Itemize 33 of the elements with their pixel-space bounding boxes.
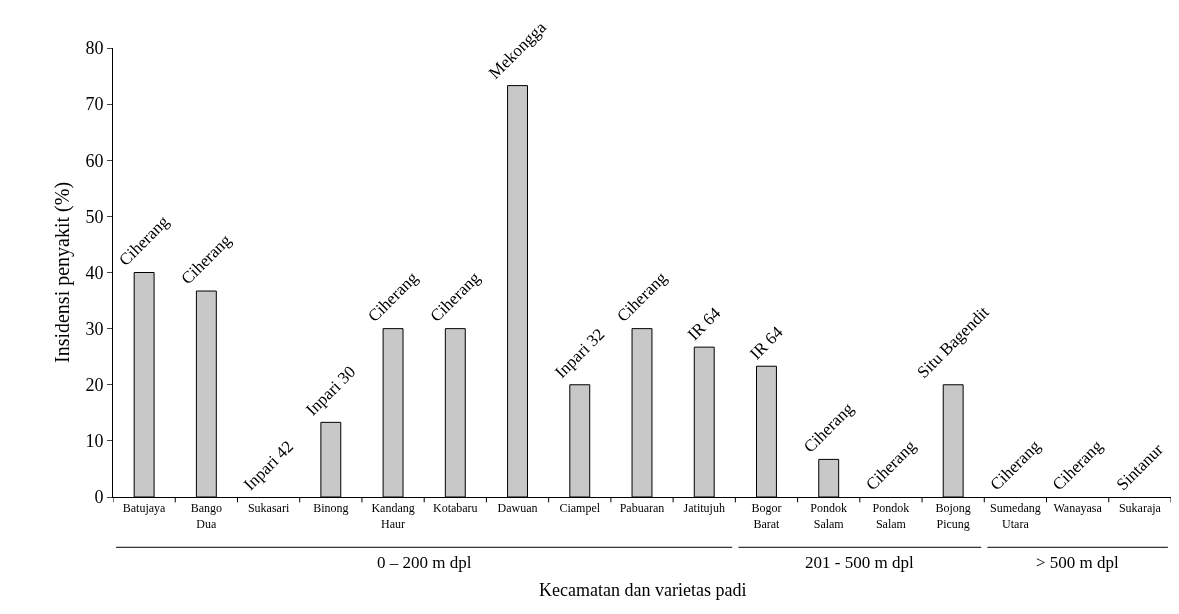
text: 201 - 500 m dpl [805,553,914,572]
x-tick-label: Bojong Picung [935,501,971,531]
x-tick-label: Pabuaran [619,501,665,516]
y-tick-label: 60 [85,150,104,171]
x-tick-label: Binong [313,501,349,516]
data-label: IR 64 [746,322,787,364]
x-tick-label: Bango Dua [190,501,223,531]
x-tick-label: Wanayasa [1053,501,1103,516]
x-tick-label: Bogor Barat [751,501,782,531]
x-tick-label: Sukasari [247,501,290,516]
data-label: IR 64 [683,303,725,345]
y-axis-title: Insidensi penyakit (%) [50,181,74,364]
x-tick-label: Dawuan [497,501,538,516]
x-tick-label: Jatitujuh [683,501,725,516]
x-tick-label: Kandang Haur [371,501,415,531]
y-tick-label: 20 [85,375,104,396]
x-tick-label: Ciampel [559,501,601,516]
y-tick-label: 80 [85,38,104,59]
text: > 500 m dpl [1036,553,1120,572]
y-tick-label: 40 [85,262,104,283]
x-axis-title: Kecamatan dan varietas padi [539,580,747,600]
y-tick-label: 10 [85,431,104,452]
y-tick-label: 0 [94,487,104,508]
x-tick-label: Pondok Salam [872,501,910,531]
x-tick-label: Sukaraja [1118,501,1162,516]
x-tick-label: Sumedang Utara [990,501,1041,531]
y-tick-label: 70 [85,94,104,115]
x-tick-label: Batujaya [122,501,167,516]
y-tick-label: 30 [85,318,104,339]
x-tick-label: Pondok Salam [810,501,848,531]
y-tick-label: 50 [85,206,104,227]
x-tick-label: Kotabaru [432,501,478,516]
text: 0 – 200 m dpl [377,553,472,572]
